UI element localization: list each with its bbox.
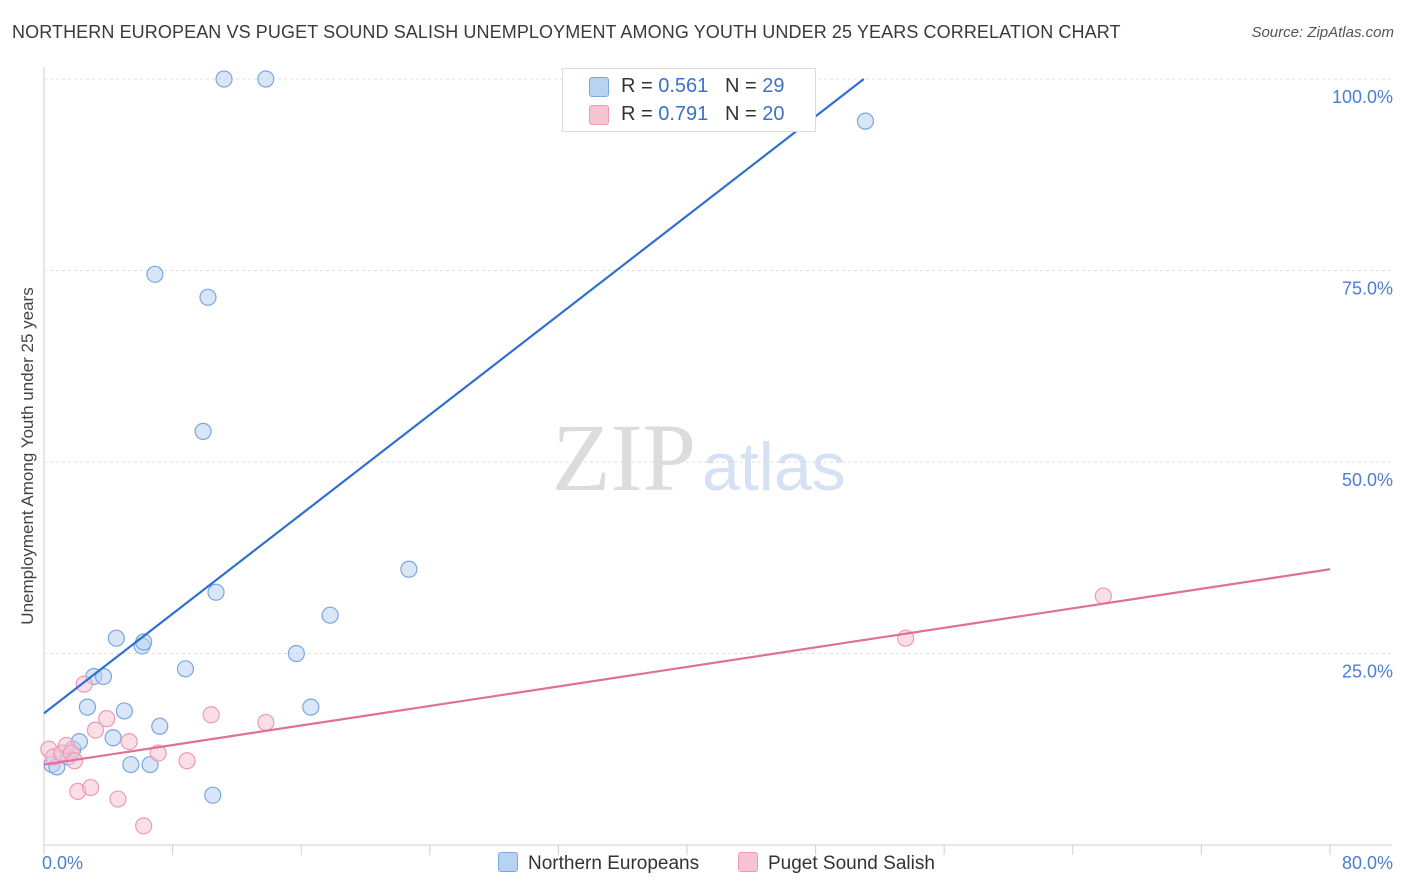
northern-europeans-point — [302, 698, 320, 716]
series-name: Northern Europeans — [528, 853, 700, 874]
series-legend-northern-europeans: Northern Europeans — [498, 852, 699, 875]
series-swatch-pink — [738, 852, 758, 872]
chart-title: NORTHERN EUROPEAN VS PUGET SOUND SALISH … — [12, 22, 1121, 42]
series-swatch-blue — [498, 852, 518, 872]
zipatlas-watermark: ZIPatlas — [552, 402, 846, 513]
northern-europeans-point — [78, 698, 97, 716]
northern-europeans-point — [204, 786, 222, 804]
northern-europeans-point — [199, 288, 217, 306]
northern-europeans-point — [321, 606, 339, 624]
puget-sound-salish-point — [149, 744, 167, 762]
puget-sound-salish-point — [98, 710, 116, 728]
points-layer — [40, 70, 1112, 835]
watermark-zip: ZIP — [552, 404, 696, 511]
series-legend-puget-sound-salish: Puget Sound Salish — [738, 852, 935, 875]
legend-stats: R = 0.791 N = 20 — [621, 103, 784, 126]
legend-swatch-blue — [589, 77, 609, 97]
puget-sound-salish-point — [86, 721, 105, 739]
legend-r-label: R = — [621, 75, 659, 97]
northern-europeans-trendline — [43, 78, 865, 715]
puget-sound-salish-point — [257, 713, 275, 732]
legend-r-value: 0.561 — [658, 75, 709, 97]
axis-layer — [43, 67, 1392, 855]
source-credit: Source: ZipAtlas.com — [1251, 24, 1394, 41]
legend-r-label: R = — [621, 103, 659, 125]
puget-sound-salish-point — [135, 817, 153, 835]
y-tick-label: 75.0% — [1342, 279, 1393, 299]
trend-layer — [43, 78, 1331, 766]
grid-layer — [44, 78, 1392, 654]
northern-europeans-point — [856, 112, 875, 130]
northern-europeans-point — [215, 70, 233, 88]
puget-sound-salish-point — [1094, 587, 1112, 605]
legend-n-label: N = — [724, 103, 763, 125]
tick-labels-layer: 25.0% 50.0% 75.0% 100.0% 0.0% 80.0% — [42, 87, 1393, 873]
northern-europeans-point — [151, 717, 169, 735]
legend-n-label: N = — [724, 75, 763, 97]
northern-europeans-point — [257, 70, 275, 88]
x-tick-label: 80.0% — [1342, 853, 1393, 873]
legend-swatch-pink — [589, 105, 609, 125]
y-tick-label: 100.0% — [1332, 87, 1393, 107]
puget-sound-salish-point — [178, 752, 196, 770]
northern-europeans-point — [207, 583, 225, 601]
northern-europeans-point — [176, 660, 195, 678]
x-tick-label: 0.0% — [42, 853, 83, 873]
northern-europeans-point — [400, 560, 418, 578]
northern-europeans-point — [287, 644, 305, 663]
northern-europeans-point — [115, 702, 133, 720]
legend-stats: R = 0.561 N = 29 — [621, 75, 784, 98]
watermark-atlas: atlas — [702, 429, 846, 505]
y-tick-label: 25.0% — [1342, 662, 1393, 682]
northern-europeans-point — [104, 729, 122, 747]
y-tick-label: 50.0% — [1342, 470, 1393, 490]
northern-europeans-point — [107, 629, 125, 647]
legend-n-value: 20 — [762, 103, 785, 125]
legend-n-value: 29 — [762, 75, 785, 97]
northern-europeans-point — [122, 755, 140, 774]
puget-sound-salish-point — [120, 732, 138, 751]
correlation-legend: R = 0.561 N = 29 R = 0.791 N = 20 — [562, 68, 816, 132]
puget-sound-salish-point — [82, 778, 100, 797]
northern-europeans-point — [146, 265, 164, 283]
legend-r-value: 0.791 — [658, 103, 709, 125]
puget-sound-salish-point — [109, 790, 127, 808]
series-name: Puget Sound Salish — [768, 853, 935, 874]
y-axis-label: Unemployment Among Youth under 25 years — [18, 287, 37, 625]
puget-sound-salish-trendline — [43, 568, 1331, 766]
puget-sound-salish-point — [202, 706, 220, 724]
northern-europeans-point — [194, 422, 212, 440]
